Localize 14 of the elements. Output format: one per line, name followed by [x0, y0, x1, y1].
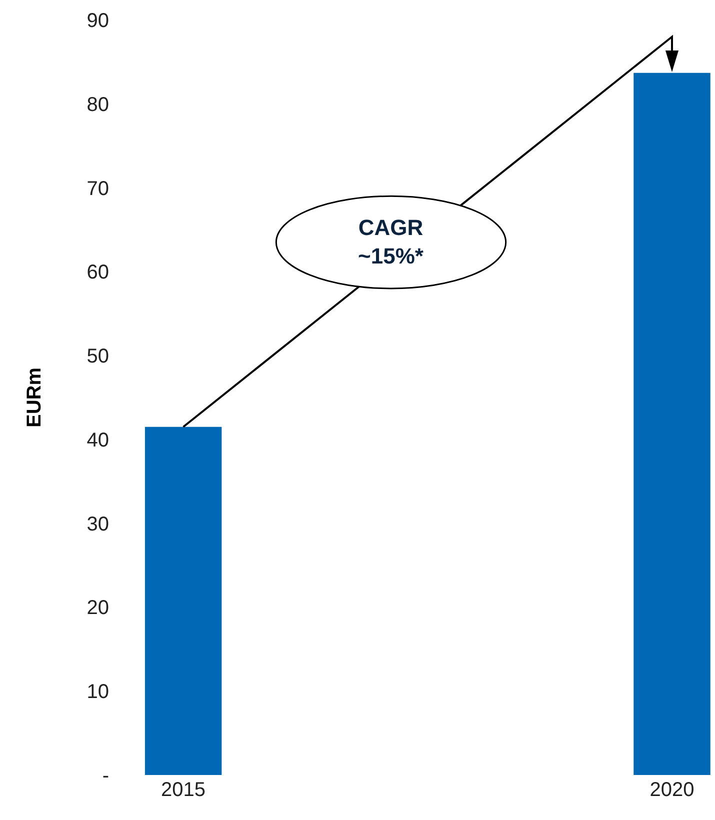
x-tick-label: 2015: [161, 779, 206, 801]
y-tick-label: 20: [86, 597, 109, 620]
y-tick-label: 50: [86, 346, 109, 368]
y-tick-label: 80: [86, 94, 109, 116]
y-tick-label: 70: [86, 178, 109, 200]
y-tick-label: 60: [86, 262, 109, 284]
y-axis-title: EURm: [23, 367, 46, 428]
y-tick-label: -: [102, 765, 109, 787]
y-tick-label: 90: [86, 10, 109, 32]
y-tick-label: 40: [86, 429, 109, 452]
y-tick-label: 30: [86, 513, 109, 536]
x-tick-label: 2020: [650, 779, 694, 801]
annotation: CAGR ~15%*: [358, 215, 424, 269]
y-tick-label: 10: [86, 681, 109, 704]
